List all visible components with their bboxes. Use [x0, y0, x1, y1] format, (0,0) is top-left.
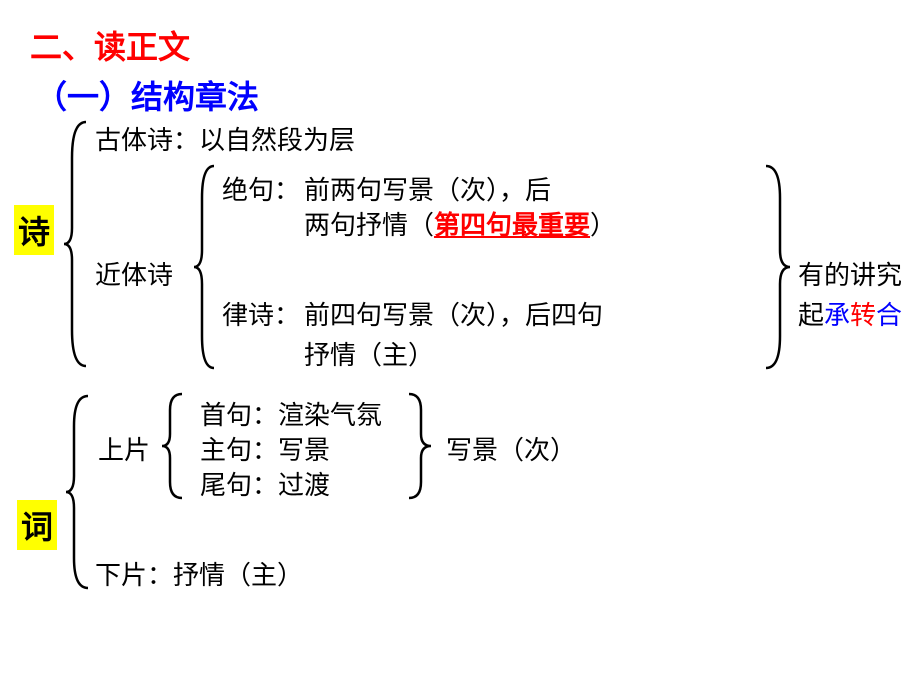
- lvshi-line1: 前四句写景（次），后四句: [304, 295, 603, 332]
- brace-close-icon: [405, 390, 435, 502]
- subsection-title: （一）结构章法: [35, 72, 259, 118]
- annotation-line1: 有的讲究: [798, 255, 902, 292]
- ci-label: 词: [17, 500, 57, 550]
- lvshi-line2: 抒情（主）: [304, 335, 434, 372]
- jueju-line1: 前两句写景（次），后: [304, 170, 551, 207]
- weiju-text: 尾句：过渡: [200, 465, 330, 502]
- brace-icon: [60, 118, 92, 370]
- lvshi-label: 律诗：: [222, 295, 300, 332]
- xiapian-text: 下片：抒情（主）: [95, 555, 303, 592]
- section-title: 二、读正文: [30, 22, 190, 68]
- gutishi-text: 古体诗：以自然段为层: [95, 120, 355, 157]
- brace-icon: [158, 390, 188, 502]
- qi-char: 起: [798, 301, 824, 330]
- jueju-emphasis: 第四句最重要: [434, 211, 590, 240]
- jueju-line2-post: ）: [590, 211, 616, 240]
- shi-label: 诗: [14, 205, 54, 255]
- jueju-line2-pre: 两句抒情（: [304, 211, 434, 240]
- brace-icon: [190, 162, 220, 372]
- he-char: 合: [876, 301, 902, 330]
- annotation-line2: 起承转合: [798, 295, 902, 332]
- brace-close-icon: [760, 162, 794, 372]
- xiejing-ci-text: 写景（次）: [446, 430, 576, 467]
- zhuju-text: 主句：写景: [200, 430, 330, 467]
- brace-icon: [62, 392, 94, 592]
- zhuan-char: 转: [850, 301, 876, 330]
- jueju-line2: 两句抒情（第四句最重要）: [304, 205, 616, 242]
- jueju-label: 绝句：: [222, 170, 300, 207]
- cheng-char: 承: [824, 301, 850, 330]
- jintishi-text: 近体诗: [95, 255, 173, 292]
- shouju-text: 首句：渲染气氛: [200, 395, 382, 432]
- shangpian-text: 上片: [98, 430, 150, 467]
